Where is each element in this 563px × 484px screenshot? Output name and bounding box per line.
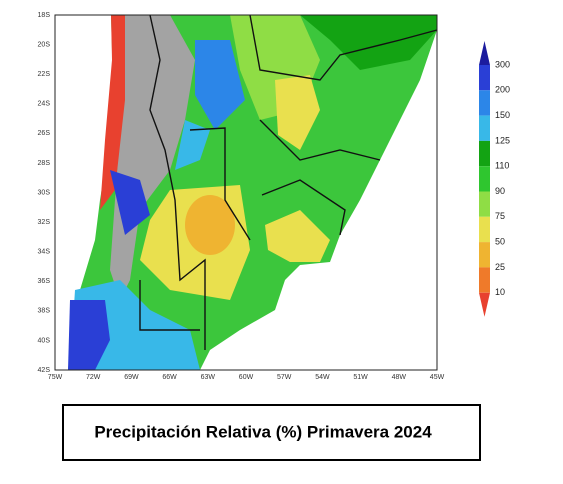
lat-label: 20S xyxy=(38,41,51,48)
legend-swatch xyxy=(479,140,490,167)
legend-swatch xyxy=(479,115,490,141)
lat-label: 32S xyxy=(38,219,51,226)
legend-label: 300 xyxy=(495,59,510,69)
title-box xyxy=(62,404,481,461)
blue-andes xyxy=(195,40,245,130)
lon-label: 48W xyxy=(392,374,407,381)
cyan-andes xyxy=(175,120,210,170)
lon-label: 69W xyxy=(124,374,139,381)
lon-label: 45W xyxy=(430,374,445,381)
blue-chile xyxy=(110,170,150,235)
map xyxy=(54,14,438,371)
lon-label: 57W xyxy=(277,374,292,381)
border xyxy=(261,179,346,236)
border xyxy=(189,127,251,241)
lat-label: 28S xyxy=(38,160,51,167)
legend-label: 75 xyxy=(495,211,505,221)
lat-label: 38S xyxy=(38,308,51,315)
legend-arrow-top xyxy=(479,41,490,65)
legend-swatch xyxy=(479,65,490,91)
yellow-north xyxy=(275,75,320,150)
lat-label: 30S xyxy=(38,189,51,196)
legend-swatch xyxy=(479,90,490,116)
border xyxy=(139,280,200,331)
lat-label: 36S xyxy=(38,278,51,285)
legend-swatch xyxy=(479,216,490,243)
legend-label: 10 xyxy=(495,287,505,297)
legend-label: 125 xyxy=(495,135,510,145)
legend-label: 90 xyxy=(495,186,505,196)
lat-label: 40S xyxy=(38,337,51,344)
lat-label: 34S xyxy=(38,249,51,256)
lat-label: 42S xyxy=(38,367,51,374)
border xyxy=(249,14,438,81)
lon-label: 63W xyxy=(201,374,216,381)
lat-label: 24S xyxy=(38,101,51,108)
legend: 300 200 150 125 110 90 75 50 25 10 xyxy=(479,41,510,317)
green-dark xyxy=(300,15,437,70)
lon-label: 60W xyxy=(239,374,254,381)
legend-label: 110 xyxy=(495,161,509,171)
yellow-uruguay xyxy=(265,210,330,262)
lon-label: 54W xyxy=(315,374,330,381)
legend-arrow-bottom xyxy=(479,292,490,317)
legend-swatch xyxy=(479,267,490,293)
orange-center xyxy=(185,195,235,255)
axes: 18S20S22S24S26S28S30S32S34S36S38S40S42S7… xyxy=(38,12,445,381)
coast-red xyxy=(100,15,125,210)
lat-label: 26S xyxy=(38,130,51,137)
legend-swatch xyxy=(479,242,490,268)
legend-label: 200 xyxy=(495,85,510,95)
lon-label: 66W xyxy=(162,374,177,381)
lon-label: 72W xyxy=(86,374,101,381)
legend-label: 25 xyxy=(495,262,505,272)
map-frame xyxy=(54,14,438,371)
legend-swatch xyxy=(479,191,490,217)
border xyxy=(259,119,381,161)
legend-swatch xyxy=(479,166,490,192)
lat-label: 22S xyxy=(38,71,51,78)
legend-label: 150 xyxy=(495,110,510,120)
lon-label: 51W xyxy=(353,374,368,381)
border xyxy=(149,14,206,350)
lat-label: 18S xyxy=(38,12,51,19)
legend-label: 50 xyxy=(495,236,505,246)
lon-label: 75W xyxy=(48,374,63,381)
title: Precipitación Relativa (%) Primavera 202… xyxy=(94,422,432,441)
blue-south xyxy=(68,300,110,370)
